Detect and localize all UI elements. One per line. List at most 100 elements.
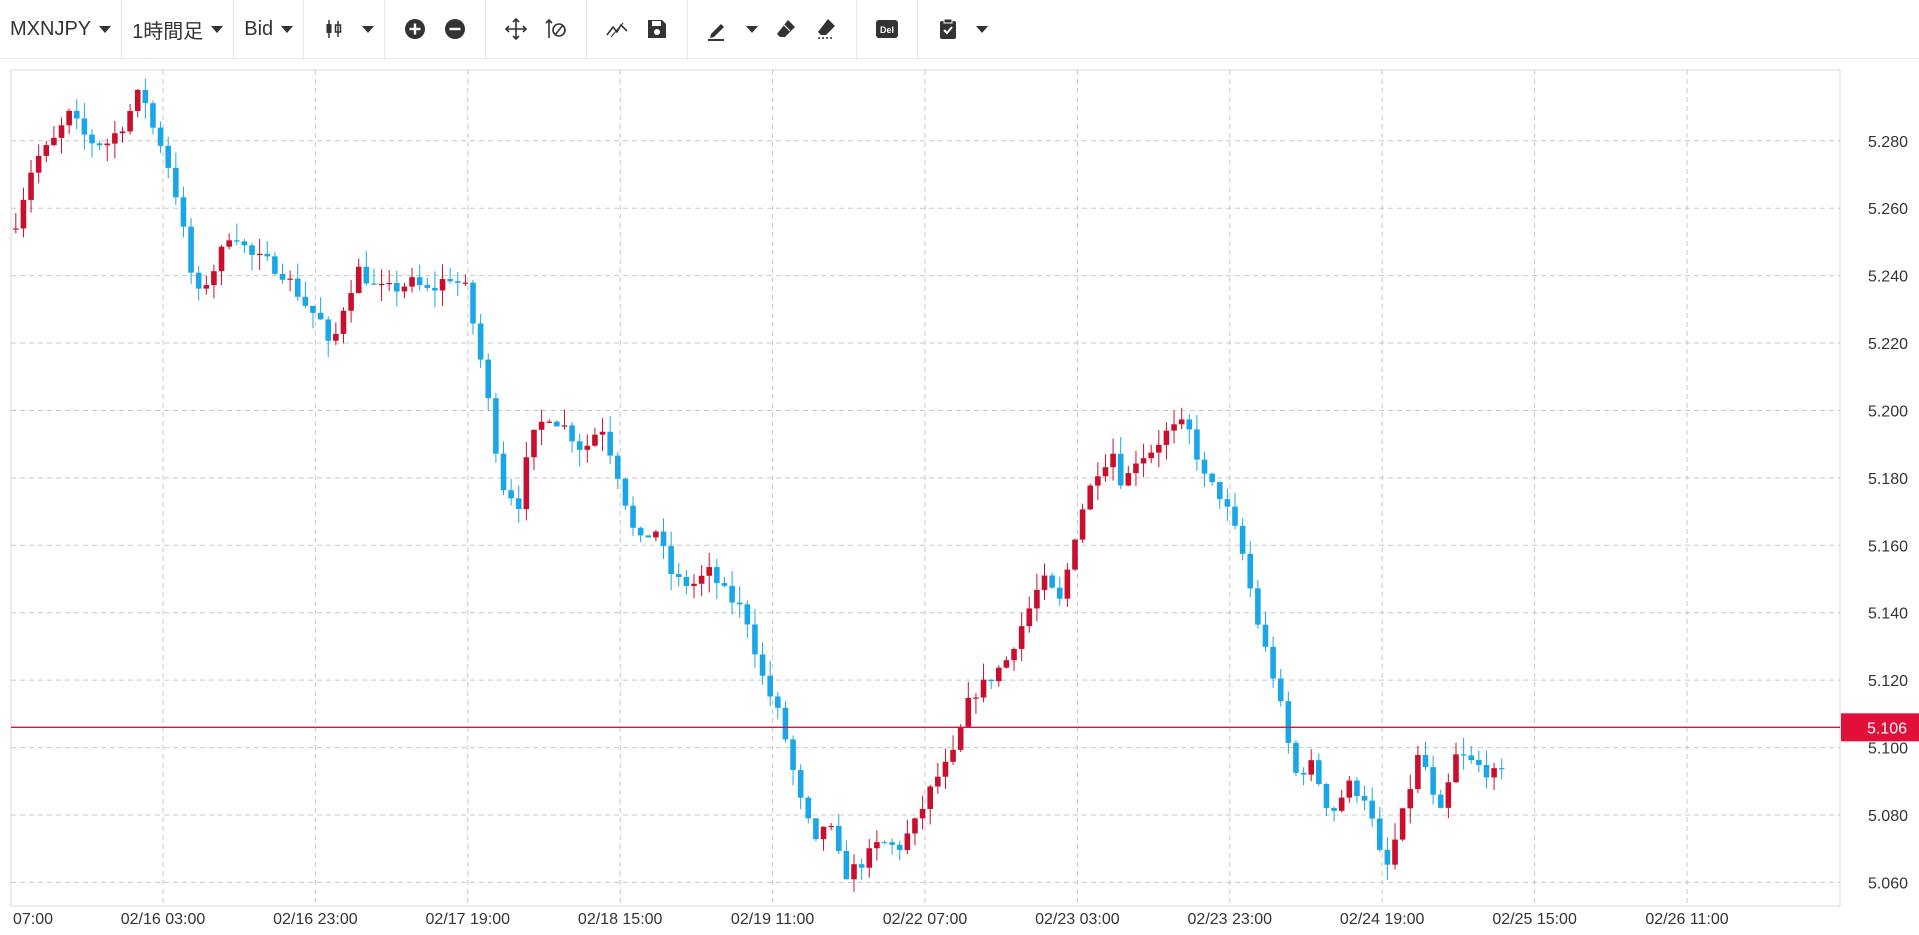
candle-body xyxy=(173,167,179,198)
price-type-dropdown[interactable]: Bid xyxy=(234,0,305,58)
candle-body xyxy=(1422,754,1429,768)
chart-area[interactable]: 5.280 5.260 5.240 5.220 5.200 5.180 5.160 5.140… xyxy=(0,58,1919,935)
chart-toolbar: MXNJPY 1時間足 Bid xyxy=(0,0,1919,59)
candle-body xyxy=(1255,588,1261,625)
y-tick-label: 5.080 xyxy=(1868,808,1908,825)
y-tick-label: 5.200 xyxy=(1868,403,1908,420)
delete-group: Del xyxy=(857,0,919,58)
candle-body xyxy=(660,531,667,547)
chevron-down-icon[interactable] xyxy=(976,25,989,33)
candle-body xyxy=(523,457,530,510)
zoom-out-icon[interactable] xyxy=(441,15,469,43)
erase-all-icon[interactable] xyxy=(812,15,840,43)
crosshair-toggle-icon[interactable] xyxy=(542,15,570,43)
x-axis: 07:00 02/16 03:00 02/16 23:00 02/17 19:00 02… xyxy=(13,911,1729,928)
candle-body xyxy=(1087,485,1094,510)
candle-body xyxy=(409,277,415,287)
candle-body xyxy=(1415,754,1421,790)
candle-body xyxy=(752,624,758,655)
candle-body xyxy=(317,312,324,320)
candle-body xyxy=(188,226,194,273)
candle-body xyxy=(1140,458,1147,464)
candle-body xyxy=(13,228,19,230)
candle-body xyxy=(1369,800,1375,819)
y-tick-label: 5.260 xyxy=(1868,201,1908,218)
timeframe-dropdown[interactable]: 1時間足 xyxy=(122,0,235,58)
chart-type-dropdown[interactable] xyxy=(304,0,386,58)
candle-body xyxy=(1209,473,1215,483)
candle-body xyxy=(828,825,834,828)
chevron-down-icon xyxy=(211,25,224,33)
candle-body xyxy=(195,272,202,289)
candle-body xyxy=(1300,772,1307,775)
candle-body xyxy=(81,118,88,135)
clipboard-check-icon[interactable] xyxy=(934,15,962,43)
candle-body xyxy=(355,266,362,294)
candle-body xyxy=(1460,754,1467,756)
indicator-icon[interactable] xyxy=(603,15,631,43)
candle-body xyxy=(630,505,636,528)
candle-body xyxy=(1171,424,1177,431)
navigation-group xyxy=(486,0,588,58)
candle-body xyxy=(797,770,804,798)
candle-body xyxy=(1148,452,1154,459)
candle-body xyxy=(508,490,514,499)
candle-body xyxy=(165,145,172,168)
candlestick-chart[interactable]: 5.280 5.260 5.240 5.220 5.200 5.180 5.160 5.140… xyxy=(0,58,1919,935)
candle-body xyxy=(614,455,621,479)
save-icon[interactable] xyxy=(643,15,671,43)
eraser-icon[interactable] xyxy=(772,15,800,43)
candle-body xyxy=(134,89,141,111)
candle-body xyxy=(58,125,65,138)
move-icon[interactable] xyxy=(502,15,530,43)
candle-body xyxy=(500,453,507,491)
candle-body xyxy=(683,577,690,586)
candle-body xyxy=(896,844,903,850)
candle-body xyxy=(599,431,606,435)
candle-body xyxy=(462,282,469,284)
candle-body xyxy=(66,110,72,126)
candle-body xyxy=(1407,789,1414,809)
candle-body xyxy=(1316,760,1322,784)
x-tick-label: 02/24 19:00 xyxy=(1340,911,1425,928)
candle-body xyxy=(584,445,591,450)
x-tick-label: 02/18 15:00 xyxy=(578,911,663,928)
candle-body xyxy=(515,498,522,510)
current-price: 5.106 xyxy=(11,713,1919,742)
candle-body xyxy=(1498,768,1505,770)
delete-button[interactable]: Del xyxy=(873,15,901,43)
x-tick-label: 02/19 11:00 xyxy=(731,911,814,928)
chevron-down-icon xyxy=(362,25,375,33)
zoom-in-icon[interactable] xyxy=(401,15,429,43)
candle-body xyxy=(1224,499,1231,507)
candle-body xyxy=(302,296,309,306)
current-price-label: 5.106 xyxy=(1867,720,1907,737)
candle-body xyxy=(333,333,339,341)
grid-lines xyxy=(11,70,1840,906)
symbol-dropdown[interactable]: MXNJPY xyxy=(0,0,123,58)
candle-body xyxy=(1239,525,1246,554)
candle-body xyxy=(1125,473,1132,486)
candle-body xyxy=(957,726,964,750)
candle-body xyxy=(447,279,453,282)
chevron-down-icon xyxy=(281,25,294,33)
candle-body xyxy=(226,240,232,247)
candle-body xyxy=(1117,453,1124,486)
candle-body xyxy=(546,421,553,423)
candle-body xyxy=(927,786,934,809)
candle-body xyxy=(592,434,598,446)
candle-body xyxy=(858,864,865,868)
candle-body xyxy=(1247,553,1254,589)
candle-body xyxy=(995,667,1002,682)
pen-icon[interactable] xyxy=(704,15,732,43)
candle-body xyxy=(142,89,149,104)
candle-body xyxy=(607,431,613,456)
chevron-down-icon[interactable] xyxy=(746,25,759,33)
candle-body xyxy=(813,818,819,840)
candle-body xyxy=(1216,482,1223,500)
candle-body xyxy=(477,323,484,360)
candle-body xyxy=(439,279,446,291)
candle-body xyxy=(150,103,156,128)
current-price-tag xyxy=(1841,713,1919,742)
candle-body xyxy=(416,277,423,286)
